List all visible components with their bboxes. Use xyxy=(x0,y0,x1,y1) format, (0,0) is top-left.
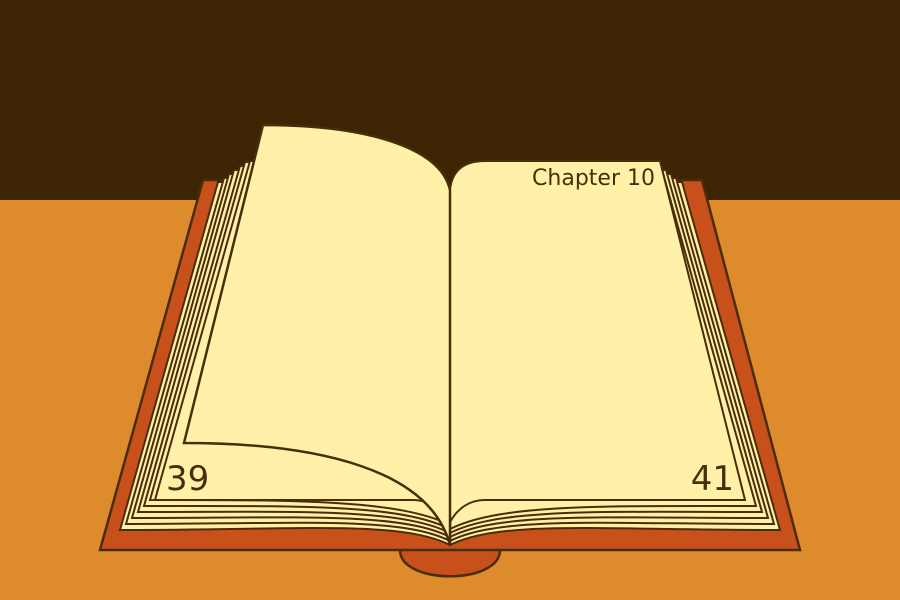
right-page-number: 41 xyxy=(691,459,734,499)
chapter-header: Chapter 10 xyxy=(532,166,655,191)
turning-page xyxy=(182,123,452,546)
right-page xyxy=(449,160,747,526)
wall-background xyxy=(0,0,900,200)
left-page-number: 39 xyxy=(166,459,209,499)
